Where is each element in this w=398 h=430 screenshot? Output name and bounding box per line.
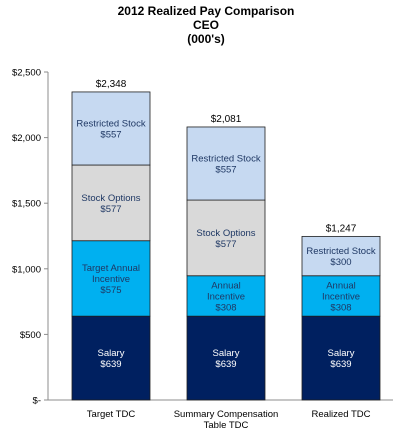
x-tick-label: Realized TDC [312,409,371,420]
bar-segment-label: $308 [330,302,351,313]
chart-title-line-2: CEO [193,18,219,32]
x-tick-label: Target TDC [87,409,136,420]
bar-segment-label: Stock Options [81,193,140,204]
bar-segment [71,164,151,242]
bar-segment-label: $557 [100,129,121,140]
bar-segment-label: Annual [211,280,241,291]
y-tick-label: $2,500 [12,68,41,79]
bar-segment-label: Salary [98,348,125,359]
bar-total-label: $1,247 [326,223,357,234]
bar-segment-label: Restricted Stock [191,154,260,165]
y-tick-label: $1,500 [12,199,41,210]
y-tick-label: $2,000 [12,133,41,144]
bar-segment-label: $308 [215,302,236,313]
bar-segment-label: $300 [330,257,351,268]
bar-segment-label: $577 [215,239,236,250]
bar-segment [301,275,381,317]
bar-segment [71,91,151,166]
chart-title-line-3: (000's) [187,32,225,46]
bar-segment-label: Incentive [92,274,130,285]
bar-segment-label: $639 [215,359,236,370]
bar-segment-label: $577 [100,204,121,215]
x-tick-label: Table TDC [204,420,249,430]
y-tick-label: $- [33,396,41,407]
bar-segment-label: $557 [215,165,236,176]
bar-segment-label: Stock Options [196,228,255,239]
bar-segment [71,240,151,317]
x-tick-label: Summary Compensation [174,409,279,420]
bar-segment [71,315,151,401]
bar-segment-label: $639 [330,359,351,370]
bar-segment-label: Restricted Stock [76,118,145,129]
bar-segment [186,126,266,201]
bar-segment-label: Incentive [322,291,360,302]
bar-segment-label: Annual [326,280,356,291]
y-tick-label: $500 [20,330,41,341]
bar-segment-label: $639 [100,359,121,370]
bar-total-label: $2,348 [96,79,127,90]
bar-segment-label: Restricted Stock [306,246,375,257]
bar-segment-label: Incentive [207,291,245,302]
bar-segment-label: Salary [213,348,240,359]
bar-segment [186,315,266,401]
bar-segment-label: $575 [100,285,121,296]
chart-title-line-1: 2012 Realized Pay Comparison [118,4,295,18]
bar-segment [301,235,381,277]
bar-segment-label: Target Annual [82,263,140,274]
bar-total-label: $2,081 [211,114,242,125]
y-tick-label: $1,000 [12,264,41,275]
bar-segment [301,315,381,401]
bar-segment-label: Salary [328,348,355,359]
